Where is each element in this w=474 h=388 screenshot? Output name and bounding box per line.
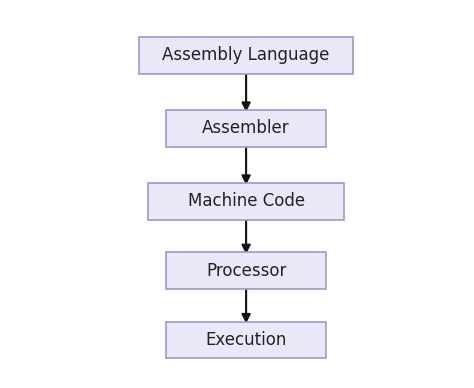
FancyBboxPatch shape bbox=[148, 183, 344, 220]
Text: Assembly Language: Assembly Language bbox=[163, 47, 330, 64]
Text: Execution: Execution bbox=[205, 331, 287, 349]
Text: Assembler: Assembler bbox=[202, 120, 290, 137]
FancyBboxPatch shape bbox=[166, 110, 326, 147]
FancyBboxPatch shape bbox=[166, 322, 326, 358]
Text: Machine Code: Machine Code bbox=[188, 192, 305, 210]
Text: Processor: Processor bbox=[206, 262, 286, 280]
FancyBboxPatch shape bbox=[139, 37, 353, 74]
FancyBboxPatch shape bbox=[166, 252, 326, 289]
